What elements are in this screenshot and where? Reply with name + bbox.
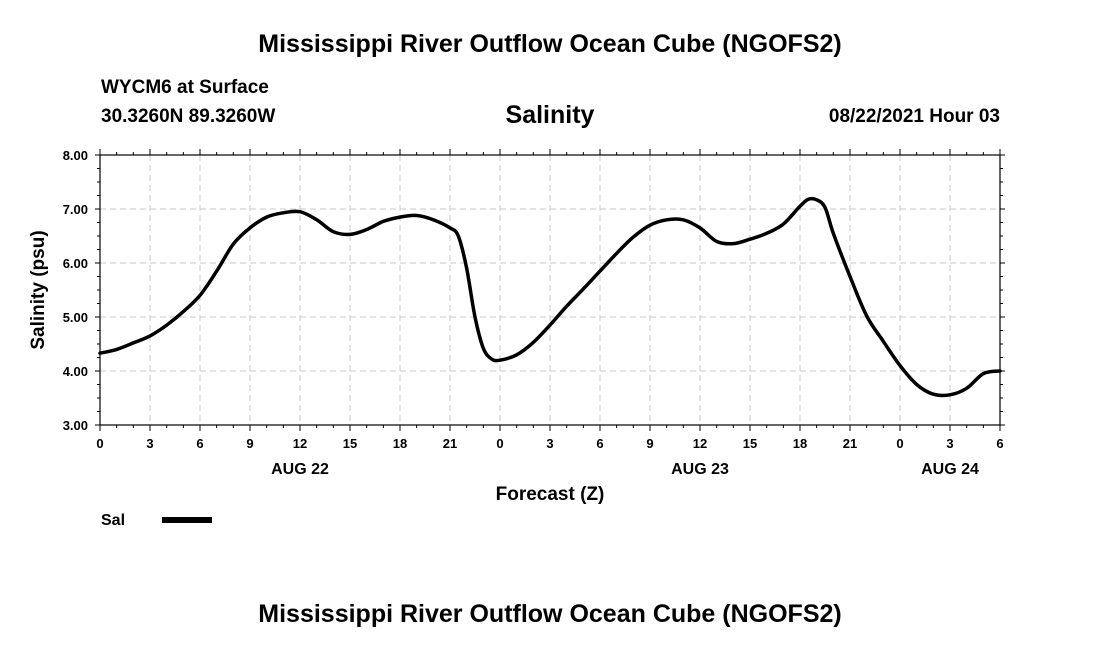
x-tick-label: 18 xyxy=(393,436,407,451)
x-tick-label: 12 xyxy=(293,436,307,451)
x-tick-label: 15 xyxy=(343,436,357,451)
footer-title: Mississippi River Outflow Ocean Cube (NG… xyxy=(258,600,842,628)
x-tick-label: 6 xyxy=(996,436,1003,451)
y-axis-label: Salinity (psu) xyxy=(28,230,49,349)
y-tick-label: 5.00 xyxy=(63,310,88,325)
date-label: AUG 22 xyxy=(271,461,329,478)
y-tick-label: 4.00 xyxy=(63,364,88,379)
x-tick-label: 18 xyxy=(793,436,807,451)
station-coordinates: 30.3260N 89.3260W xyxy=(101,106,276,127)
x-tick-label: 12 xyxy=(693,436,707,451)
plot-frame xyxy=(99,154,1001,426)
x-tick-label: 3 xyxy=(546,436,553,451)
x-tick-label: 0 xyxy=(96,436,103,451)
x-axis-label: Forecast (Z) xyxy=(496,484,605,505)
forecast-time: 08/22/2021 Hour 03 xyxy=(828,106,1000,127)
x-tick-label: 9 xyxy=(246,436,253,451)
legend-label: Sal xyxy=(101,512,125,529)
date-label: AUG 24 xyxy=(921,461,979,478)
x-tick-label: 6 xyxy=(196,436,203,451)
station-name: WYCM6 at Surface xyxy=(101,77,269,98)
x-tick-label: 3 xyxy=(946,436,953,451)
x-tick-label: 9 xyxy=(646,436,653,451)
x-tick-label: 21 xyxy=(443,436,457,451)
y-tick-label: 6.00 xyxy=(63,256,88,271)
series-line-salinity xyxy=(98,196,1002,398)
y-tick-label: 3.00 xyxy=(63,418,88,433)
y-tick-label: 7.00 xyxy=(63,202,88,217)
y-tick-label: 8.00 xyxy=(63,148,88,163)
x-tick-label: 3 xyxy=(146,436,153,451)
x-tick-label: 0 xyxy=(496,436,503,451)
main-title: Mississippi River Outflow Ocean Cube (NG… xyxy=(258,30,842,58)
x-tick-label: 21 xyxy=(843,436,857,451)
date-label: AUG 23 xyxy=(671,461,729,478)
x-tick-label: 15 xyxy=(743,436,757,451)
x-tick-label: 0 xyxy=(896,436,903,451)
chart-title: Salinity xyxy=(505,101,595,129)
x-tick-label: 6 xyxy=(596,436,603,451)
